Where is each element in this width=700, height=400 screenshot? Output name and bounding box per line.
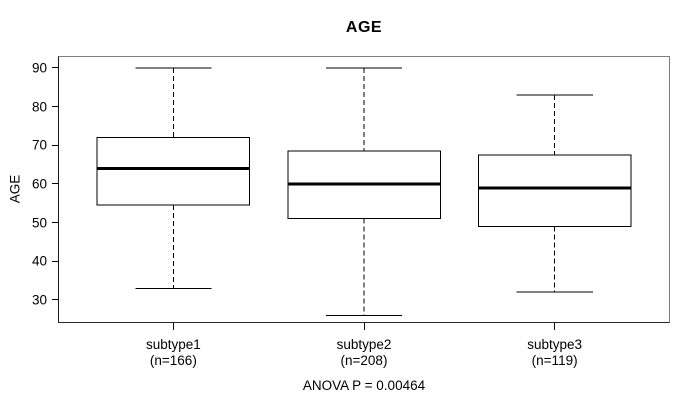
group-n-count: (n=208): [340, 352, 388, 368]
x-tick-subtype3: [554, 323, 556, 330]
y-tick-label-40: 40: [31, 253, 47, 269]
y-tick-label-30: 30: [31, 292, 47, 308]
y-tick-80: [52, 106, 59, 108]
group-name: subtype3: [527, 337, 583, 352]
group-n-count: (n=119): [531, 352, 578, 368]
x-tick-subtype2: [363, 323, 365, 330]
y-tick-label-80: 80: [31, 99, 47, 115]
x-group-label-subtype3: subtype3 (n=119): [485, 337, 625, 368]
iqr-box: [96, 136, 251, 206]
boxplot-canvas: [96, 67, 632, 316]
x-group-label-subtype2: subtype2 (n=208): [294, 337, 434, 368]
boxplot-subtype2: [287, 67, 441, 316]
boxplot-subtype1: [96, 67, 251, 289]
group-name: subtype2: [336, 337, 392, 352]
plot-area: [58, 56, 670, 323]
iqr-box: [477, 154, 632, 227]
y-tick-70: [52, 144, 59, 146]
y-tick-40: [52, 260, 59, 262]
group-name: subtype1: [145, 337, 201, 352]
y-tick-60: [52, 183, 59, 185]
x-group-label-subtype1: subtype1 (n=166): [103, 337, 243, 368]
y-tick-30: [52, 299, 59, 301]
y-tick-50: [52, 222, 59, 224]
anova-p-footnote: ANOVA P = 0.00464: [302, 378, 426, 393]
group-n-count: (n=166): [149, 352, 197, 368]
x-tick-subtype1: [172, 323, 174, 330]
y-tick-label-90: 90: [31, 60, 47, 76]
y-tick-90: [52, 67, 59, 69]
y-tick-label-50: 50: [31, 215, 47, 231]
chart-title: AGE: [345, 19, 383, 36]
boxplot-subtype3: [477, 94, 632, 293]
y-tick-label-70: 70: [31, 137, 47, 153]
y-tick-label-60: 60: [31, 176, 47, 192]
